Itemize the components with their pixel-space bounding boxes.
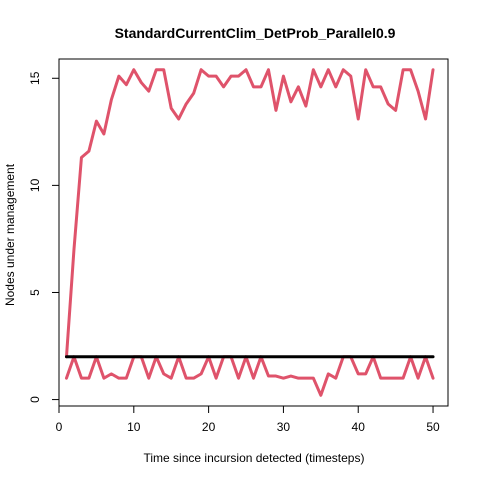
x-tick-label: 0: [56, 420, 63, 434]
x-tick-label: 30: [277, 420, 291, 434]
plot-area: [58, 58, 449, 407]
y-axis-label: Nodes under management: [3, 163, 17, 306]
series-line-1: [64, 68, 435, 359]
series-line-2: [64, 355, 435, 397]
x-tick-label: 10: [127, 420, 141, 434]
x-tick-label: 50: [426, 420, 440, 434]
x-tick-label: 40: [352, 420, 366, 434]
y-tick-label: 10: [28, 178, 42, 192]
x-tick-label: 20: [202, 420, 216, 434]
y-axis: 0 5 10 15: [28, 71, 59, 403]
y-tick-label: 0: [28, 396, 42, 403]
x-axis: 0 10 20 30 40 50: [56, 406, 440, 434]
plot-frame: [58, 58, 449, 407]
x-axis-label: Time since incursion detected (timesteps…: [144, 451, 365, 465]
chart-title: StandardCurrentClim_DetProb_Parallel0.9: [115, 25, 396, 41]
y-tick-label: 15: [28, 71, 42, 85]
y-tick-label: 5: [28, 289, 42, 296]
